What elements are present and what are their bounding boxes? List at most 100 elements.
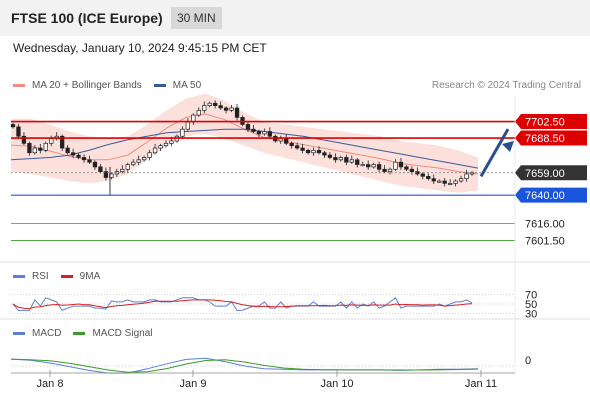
legend-label-macd-signal: MACD Signal bbox=[92, 328, 153, 339]
candle-body bbox=[87, 159, 92, 163]
candle-body bbox=[147, 152, 152, 158]
level-label-5: 7601.50 bbox=[525, 236, 565, 248]
candle-body bbox=[10, 124, 16, 128]
candle-body bbox=[305, 150, 311, 154]
level-label-4: 7616.00 bbox=[525, 218, 565, 230]
candle-body bbox=[92, 161, 98, 168]
x-tick-label: Jan 8 bbox=[37, 378, 64, 390]
candle-body bbox=[76, 154, 81, 158]
legend-swatch-macd bbox=[13, 332, 25, 335]
candle-body bbox=[229, 107, 234, 111]
level-tag-0 bbox=[515, 114, 587, 130]
legend-swatch-rsi bbox=[13, 275, 25, 278]
candle-body bbox=[213, 102, 218, 106]
rsi-line bbox=[12, 297, 473, 312]
candle-body bbox=[234, 107, 240, 118]
candle-body bbox=[245, 124, 251, 130]
candle-body bbox=[223, 107, 229, 111]
candle-body bbox=[333, 157, 338, 161]
candle-body bbox=[65, 147, 70, 154]
projection-arrow bbox=[479, 128, 510, 178]
candle-body bbox=[169, 140, 174, 144]
candle-body bbox=[98, 166, 103, 172]
rsi-level-label: 30 bbox=[525, 308, 537, 320]
candle-body bbox=[158, 145, 163, 149]
candle-body bbox=[251, 128, 256, 132]
candle-body bbox=[442, 180, 447, 184]
candle-body bbox=[327, 154, 333, 158]
candle-body bbox=[136, 159, 141, 163]
credit-text: Research © 2024 Trading Central bbox=[431, 80, 581, 91]
candle-body bbox=[464, 173, 469, 180]
candle-body bbox=[120, 168, 125, 172]
legend-label-macd: MACD bbox=[32, 328, 62, 339]
candle-body bbox=[27, 142, 32, 154]
legend-swatch-9ma bbox=[60, 275, 73, 278]
candle-body bbox=[322, 152, 327, 156]
macd-level-label: 0 bbox=[525, 355, 531, 367]
candle-body bbox=[382, 168, 387, 172]
level-label-0: 7702.50 bbox=[525, 117, 565, 129]
candle-body bbox=[338, 157, 344, 161]
level-tag-3 bbox=[515, 187, 587, 203]
main-legend: MA 20 + Bollinger Bands MA 50 bbox=[13, 80, 201, 91]
legend-label-rsi: RSI bbox=[32, 271, 49, 282]
bollinger-band bbox=[11, 93, 478, 193]
x-tick-label: Jan 9 bbox=[180, 378, 207, 390]
projection-arrow-head bbox=[502, 141, 514, 152]
candle-body bbox=[218, 105, 223, 109]
candle-body bbox=[404, 166, 409, 170]
x-tick-label: Jan 10 bbox=[320, 378, 353, 390]
candle-body bbox=[256, 131, 262, 135]
instrument-title: FTSE 100 (ICE Europe) bbox=[11, 10, 163, 26]
candle-body bbox=[43, 142, 48, 151]
legend-label-9ma: 9MA bbox=[79, 271, 101, 282]
candle-body bbox=[262, 131, 267, 135]
candle-body bbox=[267, 131, 272, 137]
rsi-ma-line bbox=[12, 299, 473, 310]
candle-body bbox=[426, 175, 431, 180]
candle-body bbox=[180, 128, 185, 137]
candle-body bbox=[49, 138, 54, 144]
candle-body bbox=[311, 150, 316, 154]
level-label-1: 7688.50 bbox=[525, 133, 565, 145]
candle-body bbox=[207, 102, 212, 106]
candle-body bbox=[458, 178, 464, 182]
candle-body bbox=[278, 138, 283, 142]
candle-body bbox=[316, 150, 322, 154]
legend-swatch-macd-signal bbox=[73, 332, 86, 335]
candle-body bbox=[152, 147, 158, 154]
candle-body bbox=[289, 142, 294, 147]
candle-body bbox=[32, 147, 38, 154]
ma50-line bbox=[10, 128, 479, 169]
candle-body bbox=[196, 109, 201, 116]
candle-body bbox=[355, 159, 360, 165]
timeframe-badge[interactable]: 30 MIN bbox=[171, 7, 222, 29]
candle-body bbox=[21, 135, 27, 144]
candle-body bbox=[202, 105, 207, 111]
candle-body bbox=[420, 173, 425, 177]
candle-body bbox=[294, 145, 300, 149]
rsi-legend: RSI 9MA bbox=[13, 271, 100, 282]
candle-body bbox=[387, 168, 393, 172]
candle-body bbox=[371, 164, 376, 168]
candle-body bbox=[38, 147, 43, 151]
candle-body bbox=[103, 171, 109, 178]
candle-body bbox=[431, 178, 436, 182]
candle-body bbox=[125, 164, 130, 170]
legend-label-bb: MA 20 + Bollinger Bands bbox=[32, 80, 142, 91]
macd-legend: MACD MACD Signal bbox=[13, 328, 152, 339]
candle-body bbox=[366, 164, 371, 168]
candle-body bbox=[447, 183, 453, 185]
candle-body bbox=[60, 135, 65, 149]
candle-body bbox=[360, 164, 365, 167]
candle-body bbox=[453, 180, 458, 184]
candle-body bbox=[131, 161, 136, 165]
candle-body bbox=[409, 168, 415, 172]
level-label-2: 7659.00 bbox=[525, 168, 565, 180]
candle-body bbox=[393, 161, 398, 170]
macd-signal-line bbox=[10, 358, 479, 373]
legend-label-ma50: MA 50 bbox=[172, 80, 202, 91]
level-tag-1 bbox=[515, 130, 587, 146]
candle-body bbox=[344, 157, 349, 163]
